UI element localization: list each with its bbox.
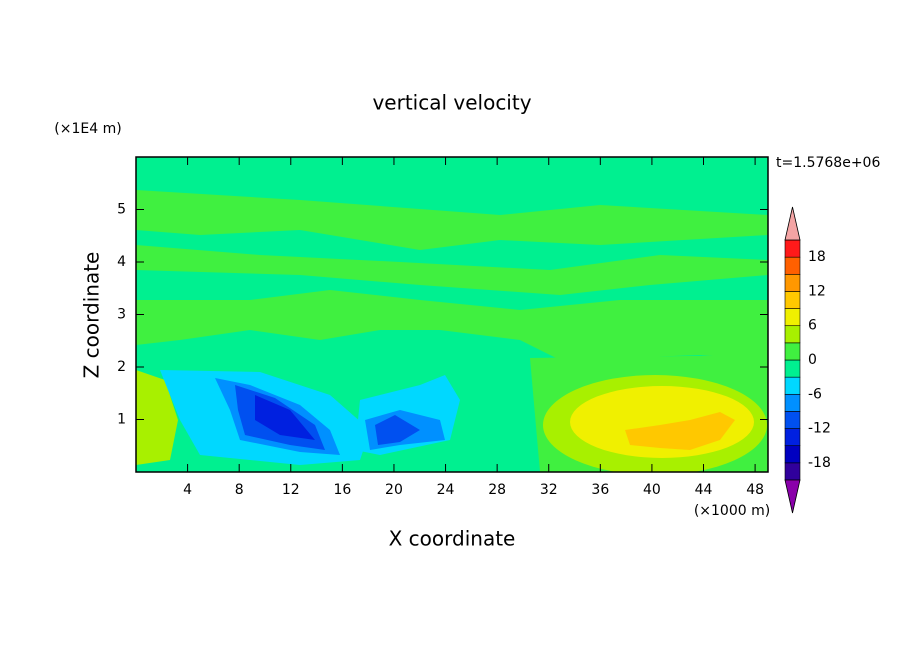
x-tick-label: 8 (235, 482, 244, 498)
colorbar-band (784, 359, 801, 378)
colorbar-extension (784, 206, 801, 241)
x-tick-label: 4 (183, 482, 192, 498)
colorbar-band (784, 376, 801, 395)
x-tick-label: 16 (333, 482, 351, 498)
x-tick-label: 44 (695, 482, 713, 498)
colorbar-band (784, 308, 801, 327)
y-tick-label: 3 (117, 307, 126, 323)
contour-region (375, 415, 420, 445)
colorbar-band (784, 445, 801, 464)
contour-region (625, 412, 735, 450)
colorbar-band (784, 428, 801, 447)
x-tick-label: 24 (437, 482, 455, 498)
colorbar-band (784, 273, 801, 292)
colorbar-band (784, 291, 801, 309)
contour-region (136, 190, 768, 250)
colorbar-band (784, 462, 801, 481)
x-tick-label: 20 (385, 482, 403, 498)
y-unit: (×1E4 m) (54, 121, 121, 137)
x-unit: (×1000 m) (694, 503, 770, 519)
contour-field (136, 157, 768, 472)
time-annotation: t=1.5768e+06 (776, 155, 880, 171)
colorbar-band (784, 393, 801, 412)
colorbar-extension (784, 479, 801, 514)
y-tick-label: 4 (117, 254, 126, 270)
y-axis-label: Z coordinate (80, 252, 104, 379)
colorbar-tick-label: 6 (808, 318, 817, 334)
contour-region (136, 245, 768, 295)
colorbar-tick-label: 12 (808, 283, 826, 299)
colorbar-band (784, 342, 801, 361)
x-tick-label: 48 (746, 482, 764, 498)
x-tick-label: 40 (643, 482, 661, 498)
colorbar-band (784, 325, 801, 344)
contour-region (136, 370, 178, 465)
colorbar-tick-label: -12 (808, 421, 831, 437)
contour-region (136, 290, 768, 360)
chart-title: vertical velocity (372, 91, 531, 115)
y-tick-label: 2 (117, 359, 126, 375)
x-tick-label: 12 (282, 482, 300, 498)
colorbar-tick-label: 18 (808, 249, 826, 265)
colorbar-band (784, 411, 801, 429)
colorbar-tick-label: 0 (808, 352, 817, 368)
x-tick-label: 32 (540, 482, 558, 498)
colorbar-tick-label: -18 (808, 455, 831, 471)
x-tick-label: 28 (488, 482, 506, 498)
y-tick-label: 5 (117, 202, 126, 218)
y-tick-label: 1 (117, 412, 126, 428)
x-tick-label: 36 (591, 482, 609, 498)
colorbar-band (784, 256, 801, 275)
x-axis-label: X coordinate (389, 527, 516, 551)
contour-region (255, 395, 315, 440)
colorbar-tick-label: -6 (808, 386, 822, 402)
colorbar-band (784, 239, 801, 258)
